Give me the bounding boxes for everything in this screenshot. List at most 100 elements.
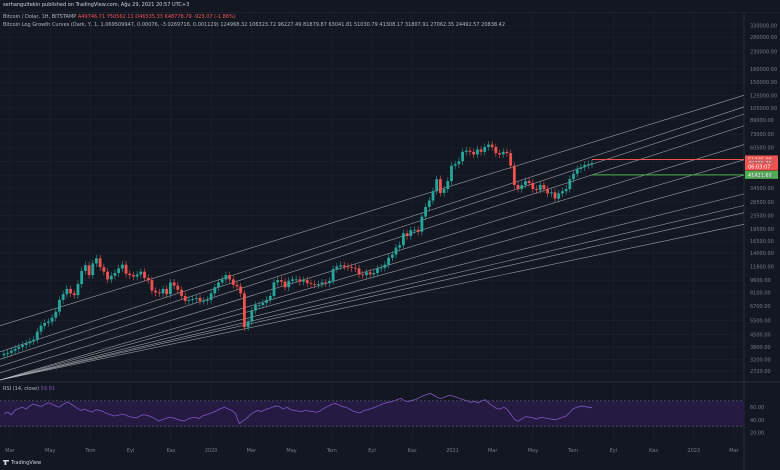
candle-body [39, 325, 43, 332]
candle-body [394, 247, 398, 255]
x-tick-label: Tem [84, 448, 95, 454]
candle-body [13, 348, 17, 351]
candle-body [461, 151, 464, 162]
candle-body [376, 268, 379, 274]
candle-body [17, 346, 21, 349]
candle-body [272, 282, 276, 297]
candle-body [331, 269, 335, 281]
y-tick-label: 34500.00 [750, 186, 774, 192]
y-tick-label: 3200.00 [750, 357, 771, 363]
candle-body [165, 288, 169, 295]
candle-body [150, 280, 154, 291]
candle-body [342, 265, 346, 267]
growth-band-line [0, 113, 745, 360]
candle-body [309, 283, 313, 285]
symbol-legend[interactable]: Bitcoin / Dolar, 1H, BITSTAMP A49746.71 … [3, 14, 236, 20]
candle-body [231, 279, 235, 285]
candle-body [531, 182, 535, 190]
candle-body [21, 345, 24, 347]
growth-band-line [0, 125, 745, 367]
candle-body [305, 280, 309, 284]
x-tick-label: May [286, 448, 296, 454]
y-tick-label: 41000.00 [750, 174, 774, 180]
x-tick-label: Eyl [127, 448, 135, 454]
candle-body [372, 273, 376, 275]
price-label: 41421.69 [748, 173, 772, 179]
growth-band-line [0, 159, 745, 381]
candle-body [435, 179, 439, 192]
candle-body [54, 311, 58, 318]
price-label-box [745, 170, 778, 179]
x-tick-label: 2020 [205, 448, 218, 454]
y-tick-label: 8100.00 [750, 290, 771, 296]
indicator-title: Bitcoin Log Growth Curves (Dark, Y, 1, 1… [3, 22, 219, 28]
tradingview-footer[interactable]: TradingView [3, 460, 41, 466]
indicator-legend[interactable]: Bitcoin Log Growth Curves (Dark, Y, 1, 1… [3, 22, 505, 28]
candle-body [250, 310, 254, 322]
rsi-value: 59.01 [40, 386, 55, 392]
rsi-tick-label: 20.00 [750, 430, 764, 436]
y-tick-label: 19500.00 [750, 227, 774, 233]
candle-body [276, 280, 280, 283]
candle-body [50, 317, 54, 322]
growth-band-line [0, 95, 745, 326]
y-tick-label: 125000.00 [750, 93, 777, 99]
y-tick-label: 89000.00 [750, 118, 774, 124]
rsi-legend[interactable]: RSI (14, close) 59.01 [3, 386, 55, 392]
candle-body [6, 352, 10, 354]
candle-body [239, 286, 243, 294]
candle-body [512, 165, 516, 185]
candle-body [527, 181, 531, 183]
candle-body [316, 284, 320, 285]
candle-body [353, 267, 357, 269]
x-tick-label: Eyl [368, 448, 376, 454]
y-tick-label: 6700.00 [750, 304, 771, 310]
candle-body [202, 300, 206, 302]
candle-body [69, 288, 72, 294]
candle-body [102, 267, 106, 272]
candle-body [302, 280, 305, 282]
candle-body [479, 149, 483, 152]
growth-band-line [0, 144, 745, 374]
y-tick-label: 5500.00 [750, 318, 771, 324]
candle-body [183, 296, 187, 301]
candle-body [557, 193, 561, 199]
candle-body [379, 267, 383, 269]
x-tick-label: 2022 [687, 448, 700, 454]
candle-body [128, 273, 132, 276]
candle-body [553, 192, 557, 199]
candle-body [520, 184, 524, 190]
candle-body [65, 288, 69, 295]
time-axis[interactable]: Mar May Tem Eyl Kas 2020 Mar May Tem Eyl Kas 2021 Ma… [5, 448, 739, 454]
rsi-title: RSI (14, close) [3, 386, 40, 392]
candle-body [83, 265, 87, 272]
growth-band-line [0, 193, 745, 381]
candle-body [457, 161, 461, 165]
candle-body [575, 168, 579, 174]
y-tick-label: 28500.00 [750, 200, 774, 206]
price-axis[interactable]: 330000.00 280000.00 230000.00 180000.00 1500… [750, 23, 777, 375]
candle-body [568, 179, 572, 190]
x-tick-label: Mar [729, 448, 739, 454]
candle-body [109, 275, 113, 280]
candle-body [487, 144, 490, 147]
candle-body [124, 264, 128, 274]
y-tick-label: 4500.00 [750, 333, 771, 339]
candle-body [524, 181, 527, 185]
candle-body [58, 299, 61, 312]
candle-body [217, 282, 220, 288]
y-tick-label: 3800.00 [750, 345, 771, 351]
candle-body [542, 184, 546, 190]
x-tick-label: 2021 [446, 448, 459, 454]
candle-body [187, 299, 191, 301]
candle-body [320, 282, 324, 285]
candle-body [498, 153, 501, 155]
rsi-pane: 60.00 40.00 20.00 [0, 392, 764, 436]
symbol-title: Bitcoin / Dolar, 1H, BITSTAMP [3, 14, 77, 20]
candle-body [191, 298, 195, 300]
y-tick-label: 180000.00 [750, 67, 777, 73]
candle-body [291, 279, 294, 281]
candle-body [368, 272, 372, 275]
